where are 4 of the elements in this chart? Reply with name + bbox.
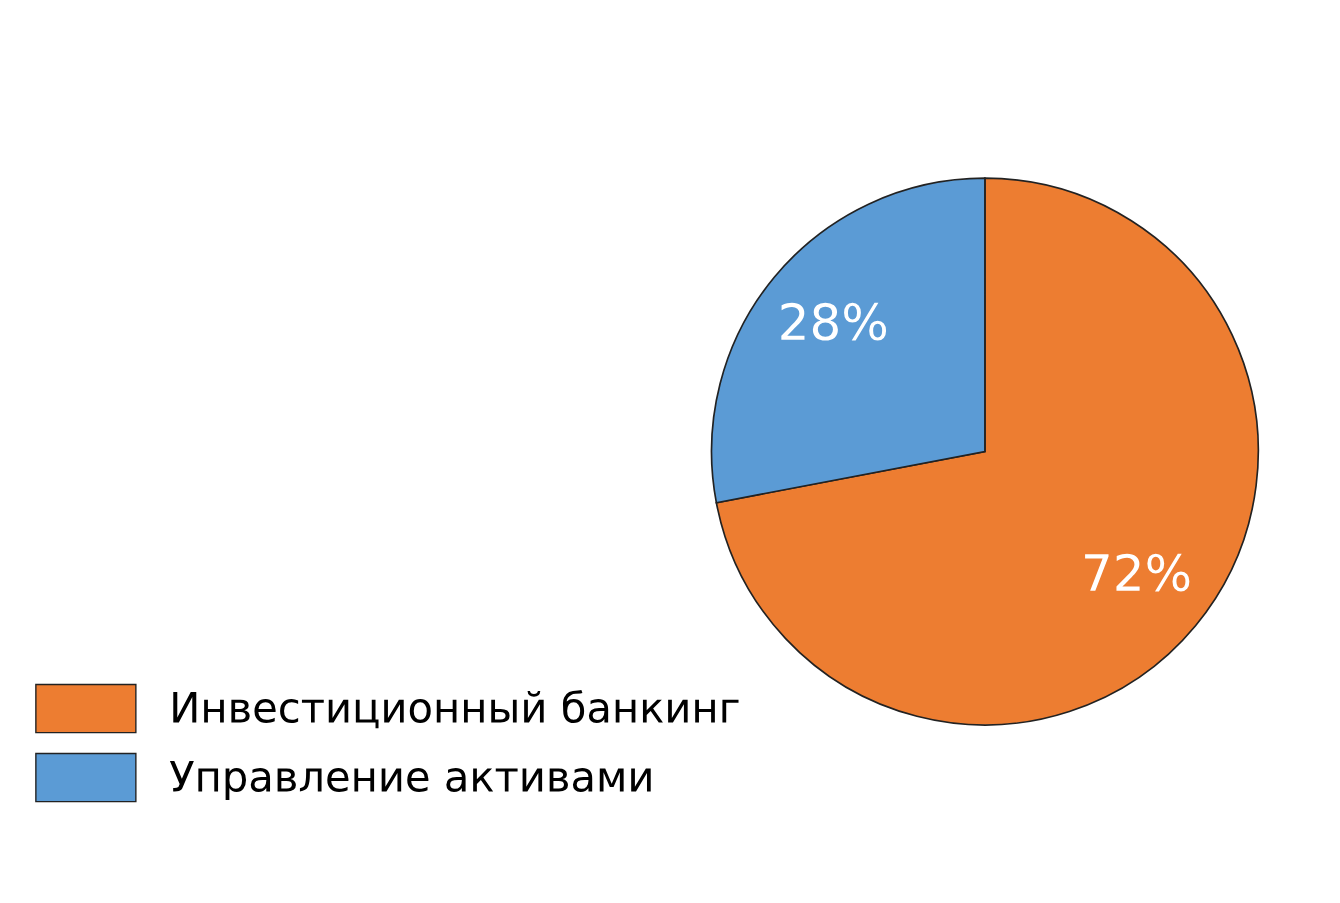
data-label: 72% [1085, 553, 1190, 592]
legend-label: Инвестиционный банкинг [173, 690, 739, 729]
legend-label: Управление активами [169, 761, 651, 801]
data-label: 28% [781, 302, 887, 341]
